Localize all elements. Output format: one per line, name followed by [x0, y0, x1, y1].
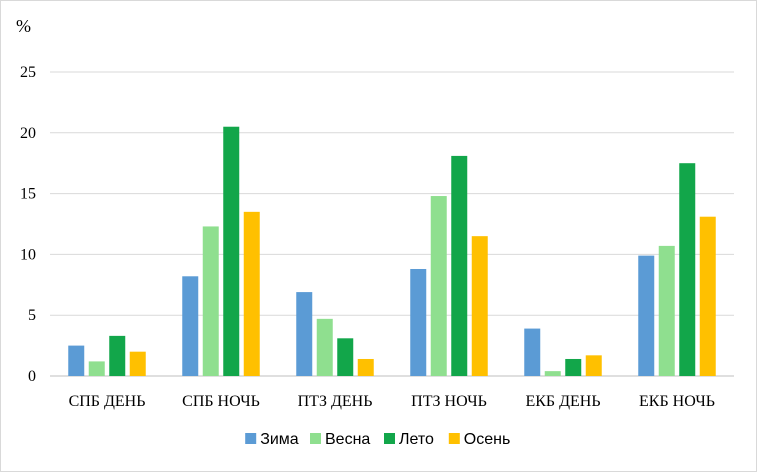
y-tick-label: 15 — [20, 186, 36, 203]
category-label: ЕКБ ДЕНЬ — [525, 393, 600, 410]
bar-4-5 — [585, 355, 602, 376]
bar-4-2 — [243, 211, 260, 376]
legend-label: Зима — [260, 431, 299, 448]
bar-2-1 — [88, 361, 105, 376]
y-tick-label: 0 — [28, 368, 36, 385]
bar-4-4 — [471, 236, 488, 376]
bar-1-6 — [638, 255, 655, 376]
bar-2-6 — [658, 245, 675, 376]
bar-3-2 — [223, 126, 240, 376]
category-label: СПБ НОЧЬ — [182, 393, 260, 410]
bar-1-5 — [524, 328, 541, 376]
legend-swatch — [384, 433, 395, 444]
y-axis-ticks: 0 5 10 15 20 25 — [20, 64, 36, 385]
y-tick-label: 20 — [20, 125, 36, 142]
category-labels: СПБ ДЕНЬ СПБ НОЧЬ ПТЗ ДЕНЬ ПТЗ НОЧЬ ЕКБ ДЕНЬ… — [69, 393, 715, 410]
bar-3-1 — [109, 335, 126, 376]
bar-3-4 — [451, 155, 468, 376]
bar-2-5 — [544, 371, 561, 376]
bar-4-1 — [129, 351, 146, 376]
bar-3-6 — [679, 163, 696, 376]
category-label: ПТЗ НОЧЬ — [411, 393, 487, 410]
legend-label: Весна — [325, 431, 370, 448]
y-tick-label: 5 — [28, 307, 36, 324]
category-label: ЕКБ НОЧЬ — [639, 393, 715, 410]
bar-1-1 — [68, 345, 85, 376]
legend-swatch — [310, 433, 321, 444]
category-label: ПТЗ ДЕНЬ — [298, 393, 373, 410]
bar-4-3 — [357, 358, 374, 376]
bars — [68, 126, 716, 376]
legend-label: Лето — [399, 431, 434, 448]
legend: Зима Весна Лето Осень — [245, 431, 510, 448]
bar-1-2 — [182, 276, 199, 376]
gridlines — [50, 71, 734, 377]
bar-1-4 — [410, 268, 427, 376]
bar-3-5 — [565, 358, 582, 376]
y-tick-label: 25 — [20, 64, 36, 81]
bar-1-3 — [296, 292, 313, 376]
bar-3-3 — [337, 338, 354, 376]
bar-2-2 — [202, 226, 219, 376]
bar-4-6 — [699, 216, 716, 376]
category-label: СПБ ДЕНЬ — [69, 393, 146, 410]
legend-label: Осень — [464, 431, 511, 448]
y-tick-label: 10 — [20, 246, 36, 263]
y-axis-unit-label: % — [16, 16, 31, 36]
bar-2-4 — [430, 196, 447, 376]
legend-swatch — [448, 433, 460, 444]
legend-swatch — [245, 433, 257, 444]
bar-2-3 — [316, 318, 333, 376]
